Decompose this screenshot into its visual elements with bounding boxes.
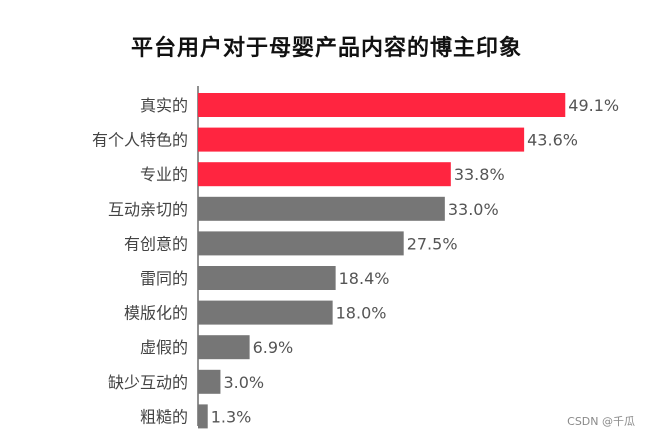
value-label: 43.6% (527, 131, 578, 150)
value-label: 33.0% (448, 200, 499, 219)
value-label: 18.0% (336, 304, 387, 323)
value-label: 18.4% (339, 269, 390, 288)
bar (198, 196, 445, 221)
bar (198, 335, 250, 360)
bar (198, 127, 525, 152)
bar (198, 300, 333, 325)
bar (198, 369, 221, 394)
value-label: 33.8% (454, 165, 505, 184)
category-label: 有个人特色的 (92, 131, 188, 150)
chart-title: 平台用户对于母婴产品内容的博主印象 (130, 36, 522, 61)
category-label: 专业的 (140, 165, 188, 184)
bar (198, 266, 336, 290)
category-label: 互动亲切的 (108, 200, 188, 219)
bar (198, 231, 404, 256)
category-label: 有创意的 (124, 234, 188, 253)
category-label: 粗糙的 (140, 407, 188, 426)
category-label: 雷同的 (140, 269, 188, 288)
category-label: 虚假的 (140, 338, 188, 357)
category-label: 真实的 (140, 96, 188, 115)
bar (198, 162, 451, 187)
value-label: 6.9% (253, 338, 294, 357)
watermark: CSDN @千瓜 (567, 415, 635, 428)
value-label: 27.5% (407, 234, 458, 253)
value-label: 49.1% (568, 96, 619, 115)
value-label: 1.3% (211, 407, 252, 426)
bar (198, 404, 208, 429)
value-label: 3.0% (223, 373, 264, 392)
bar (198, 93, 566, 117)
category-label: 模版化的 (124, 304, 188, 323)
category-label: 缺少互动的 (108, 373, 188, 392)
